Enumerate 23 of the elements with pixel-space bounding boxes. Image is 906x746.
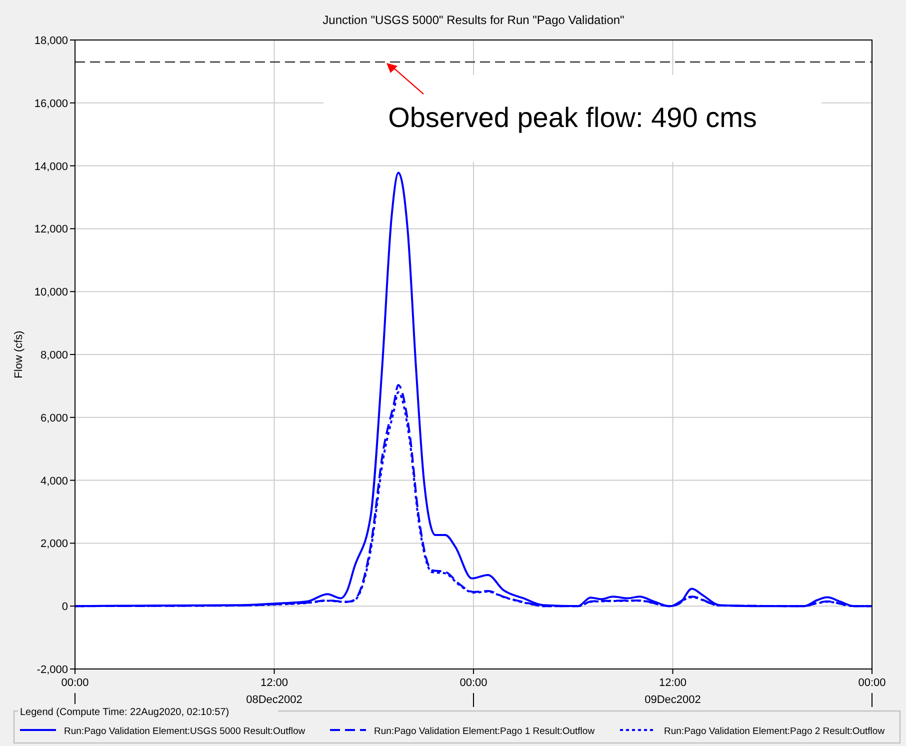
legend-title: Legend (Compute Time: 22Aug2020, 02:10:57): [20, 707, 230, 718]
x-tick-label: 12:00 08Dec2002: [246, 677, 302, 706]
y-tick-label: 2,000: [40, 538, 68, 550]
legend-label: Run:Pago Validation Element:Pago 1 Result:Outflow: [374, 726, 595, 737]
y-tick-label: 14,000: [34, 160, 68, 173]
legend-label: Run:Pago Validation Element:Pago 2 Result:Outflow: [664, 726, 885, 737]
y-tick-label: 0: [62, 601, 68, 614]
y-tick-label: 10,000: [34, 286, 68, 299]
legend-label: Run:Pago Validation Element:USGS 5000 Result:Outflow: [64, 726, 306, 737]
y-tick-label: 12,000: [34, 224, 68, 236]
y-tick-label: -2,000: [36, 664, 68, 676]
x-tick-label: 00:00: [460, 677, 488, 689]
y-tick-label: 8,000: [40, 350, 68, 362]
y-tick-label: 16,000: [34, 98, 68, 110]
annotation: Observed peak flow: 490 cms: [388, 102, 757, 134]
y-tick-label: 4,000: [40, 475, 68, 488]
y-tick-label: 6,000: [40, 412, 68, 424]
x-tick-label: 12:00 09Dec2002: [644, 677, 701, 706]
chart-title: Junction "USGS 5000" Results for Run "Pago Validation": [322, 13, 624, 27]
x-tick-label: 00:00: [858, 677, 886, 689]
x-tick-label: 00:00: [61, 677, 89, 689]
y-tick-label: 18,000: [34, 35, 68, 47]
y-axis-title: Flow (cfs): [13, 330, 25, 378]
